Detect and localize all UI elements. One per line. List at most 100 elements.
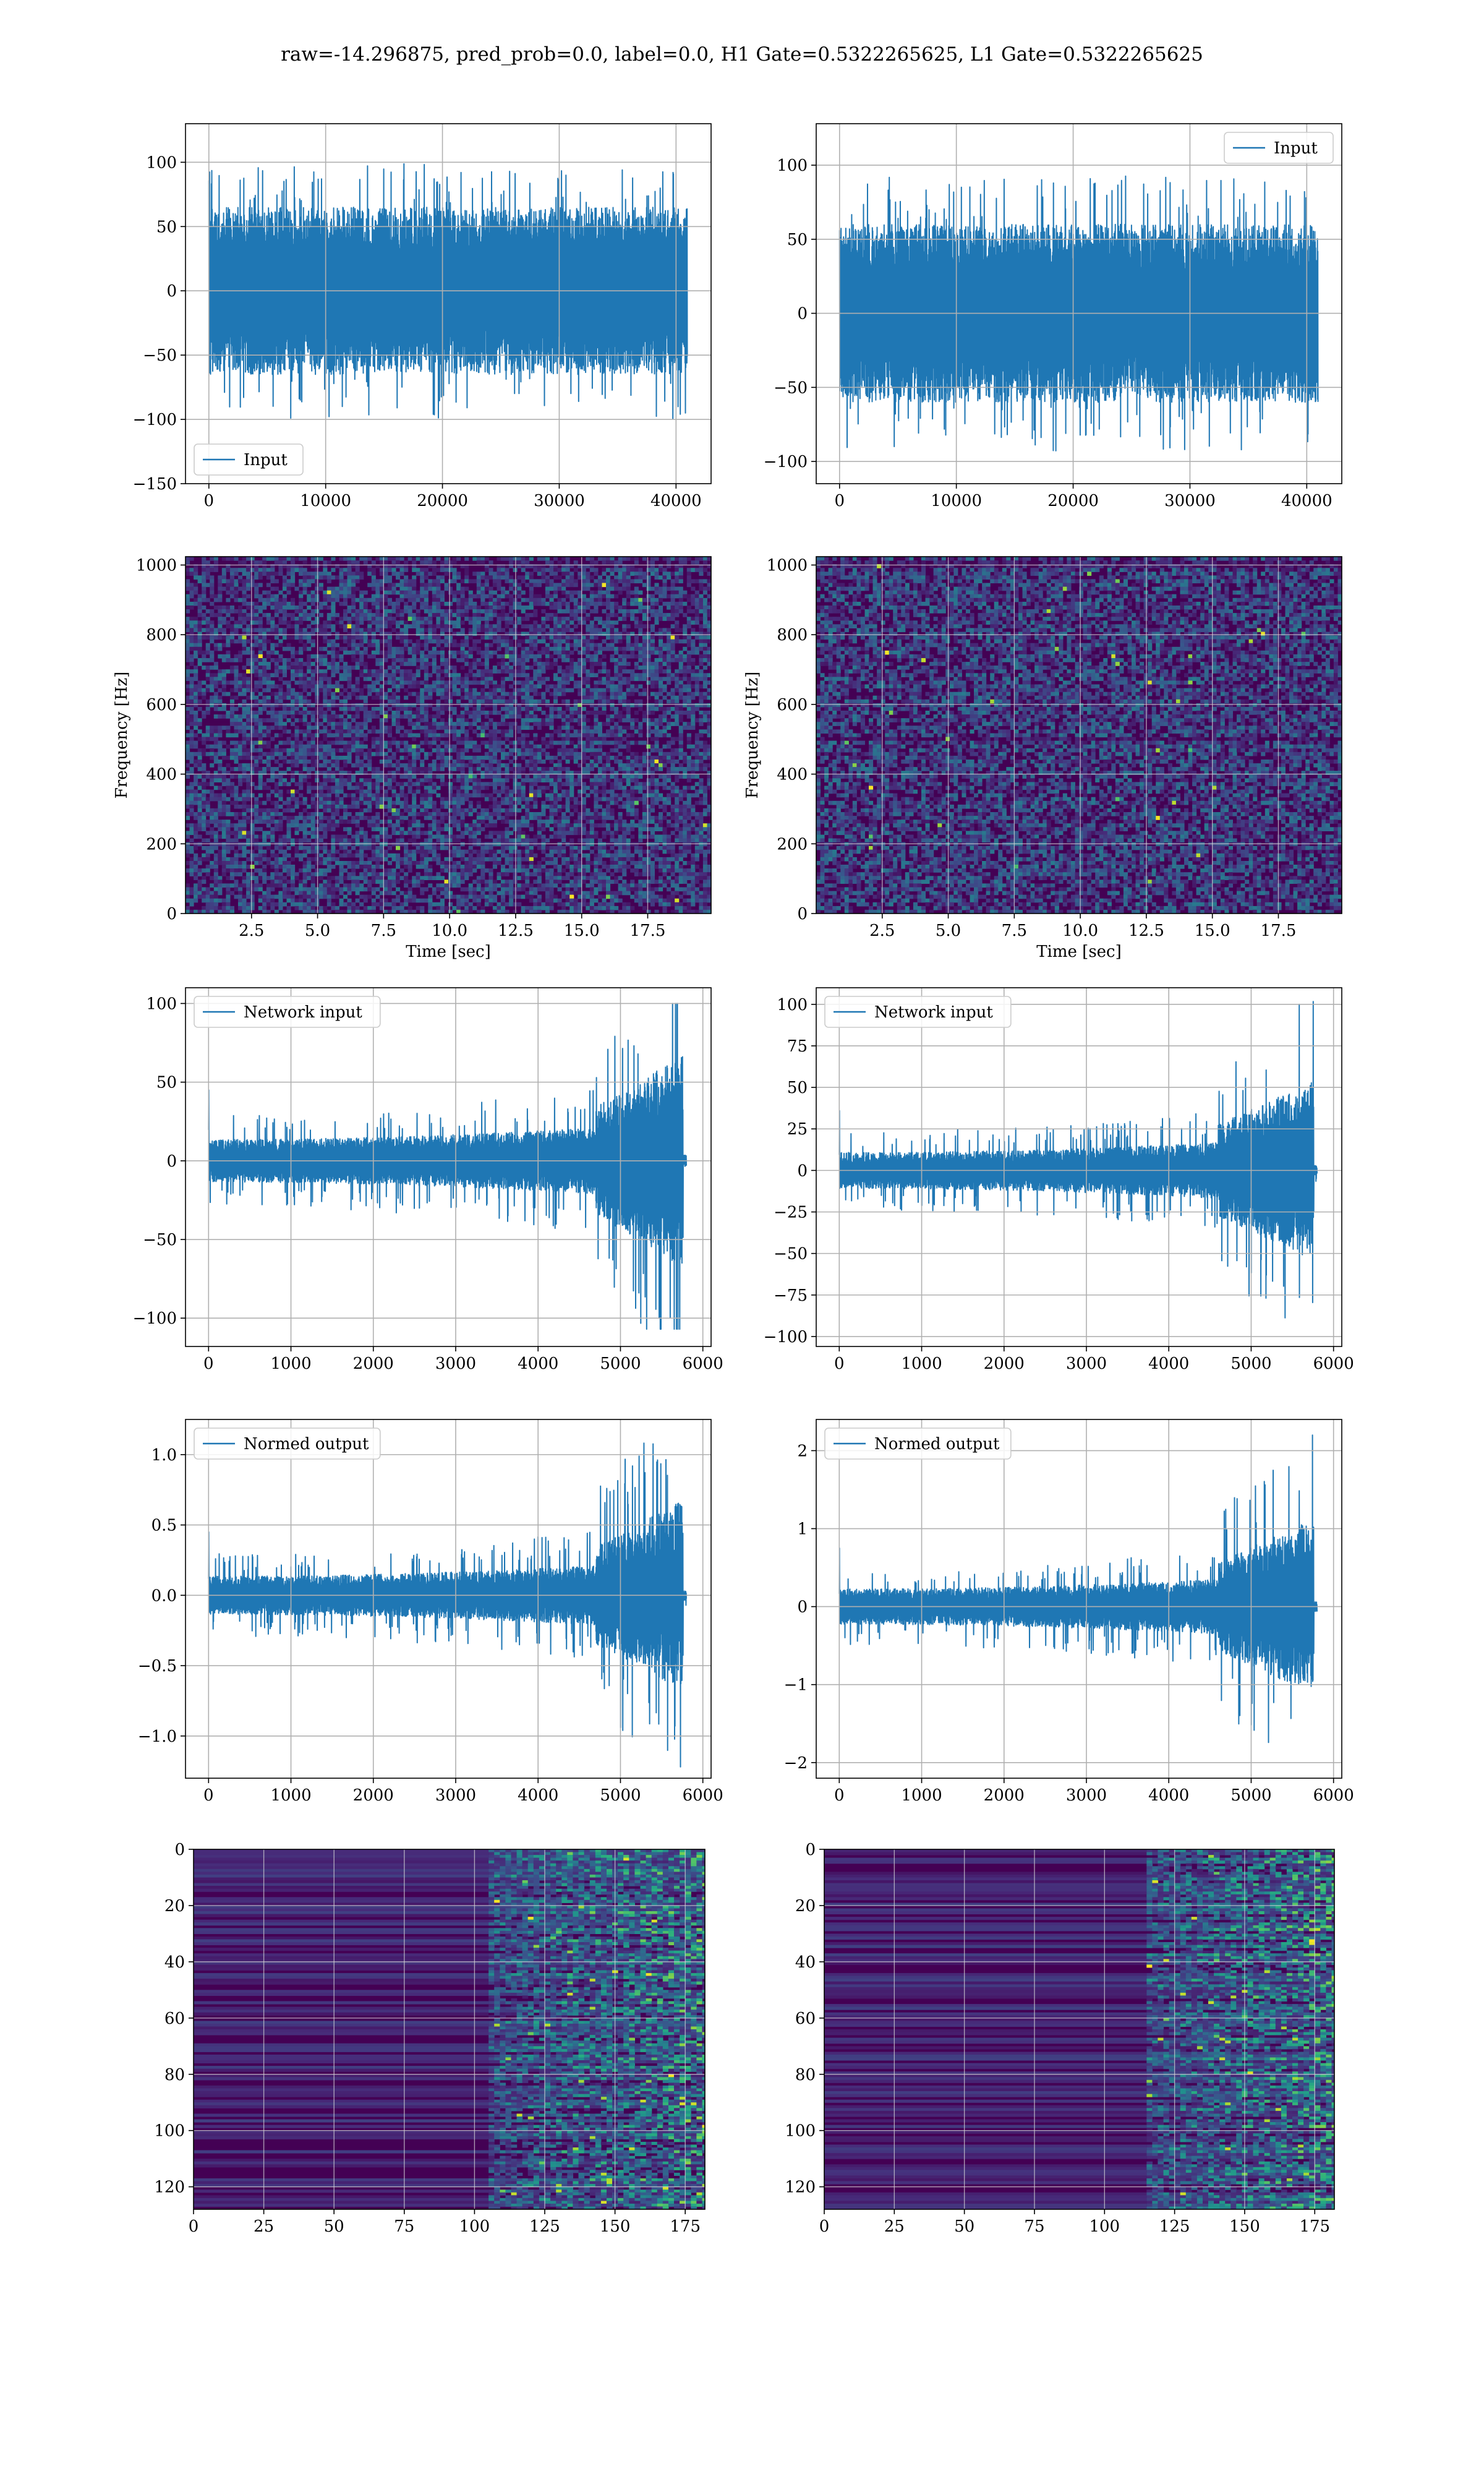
heatmap-cell	[339, 861, 344, 865]
heatmap-cell	[472, 617, 477, 621]
x-tick-label: 0	[835, 492, 845, 510]
heatmap-cell	[347, 755, 352, 760]
heatmap-cell	[383, 617, 388, 621]
heatmap-cell	[416, 624, 420, 628]
heatmap-cell	[468, 606, 473, 610]
heatmap-cell	[234, 767, 239, 771]
heatmap-cell	[210, 909, 215, 914]
heatmap-cell	[412, 789, 417, 794]
heatmap-cell	[351, 606, 356, 610]
heatmap-cell	[407, 684, 412, 689]
heatmap-cell	[468, 831, 473, 836]
heatmap-cell	[282, 691, 287, 696]
heatmap-cell	[343, 677, 348, 682]
heatmap-cell	[456, 797, 461, 802]
heatmap-cell	[318, 834, 323, 839]
heatmap-cell	[194, 891, 198, 896]
heatmap-cell	[432, 849, 437, 854]
heatmap-cell	[472, 849, 477, 854]
heatmap-cell	[186, 849, 190, 854]
heatmap-cell	[339, 703, 344, 708]
heatmap-cell	[476, 853, 481, 858]
heatmap-cell	[299, 590, 304, 595]
heatmap-cell	[436, 691, 441, 696]
heatmap-cell	[221, 579, 226, 584]
heatmap-cell	[326, 691, 331, 696]
heatmap-cell	[387, 804, 392, 809]
heatmap-cell	[299, 557, 304, 561]
heatmap-cell	[205, 820, 210, 824]
heatmap-cell	[339, 699, 344, 704]
heatmap-cell	[258, 755, 263, 760]
heatmap-cell	[428, 812, 433, 816]
heatmap-cell	[326, 880, 331, 884]
heatmap-cell	[326, 894, 331, 899]
heatmap-cell	[197, 760, 202, 764]
heatmap-cell	[221, 831, 226, 836]
heatmap-cell	[367, 865, 372, 869]
heatmap-cell	[391, 778, 396, 782]
heatmap-cell	[468, 740, 473, 745]
heatmap-cell	[213, 606, 218, 610]
heatmap-cell	[407, 677, 412, 682]
heatmap-cell	[456, 760, 461, 764]
heatmap-cell	[282, 880, 287, 884]
heatmap-cell	[213, 564, 218, 568]
heatmap-cell	[310, 834, 315, 839]
heatmap-cell	[440, 677, 445, 682]
heatmap-cell	[286, 624, 291, 628]
heatmap-cell	[331, 891, 336, 896]
heatmap-cell	[310, 816, 315, 820]
heatmap-cell	[420, 568, 425, 572]
heatmap-cell	[480, 624, 485, 628]
heatmap-cell	[262, 733, 267, 738]
heatmap-cell	[270, 628, 275, 633]
heatmap-cell	[302, 868, 307, 873]
heatmap-cell	[404, 797, 409, 802]
heatmap-cell	[383, 673, 388, 677]
heatmap-cell	[359, 609, 364, 614]
heatmap-cell	[250, 857, 255, 862]
heatmap-cell	[246, 804, 251, 809]
heatmap-cell	[375, 586, 380, 591]
heatmap-cell	[387, 617, 392, 621]
heatmap-cell	[484, 823, 489, 828]
heatmap-cell	[282, 729, 287, 734]
heatmap-cell	[440, 834, 445, 839]
heatmap-cell	[412, 557, 417, 561]
heatmap-cell	[274, 609, 279, 614]
heatmap-cell	[189, 583, 194, 588]
heatmap-cell	[323, 755, 328, 760]
heatmap-cell	[242, 691, 247, 696]
heatmap-cell	[197, 624, 202, 628]
heatmap-cell	[407, 606, 412, 610]
heatmap-cell	[407, 650, 412, 655]
heatmap-cell	[375, 643, 380, 648]
heatmap-cell	[278, 726, 283, 730]
heatmap-cell	[460, 684, 465, 689]
heatmap-cell	[274, 782, 279, 787]
heatmap-cell	[399, 868, 404, 873]
heatmap-cell	[484, 767, 489, 771]
heatmap-cell	[299, 857, 304, 862]
heatmap-cell	[234, 571, 239, 576]
heatmap-cell	[460, 909, 465, 914]
heatmap-cell	[436, 673, 441, 677]
heatmap-cell	[197, 808, 202, 813]
heatmap-cell	[218, 834, 223, 839]
heatmap-cell	[246, 557, 251, 561]
heatmap-cell	[464, 902, 469, 907]
heatmap-cell	[226, 778, 231, 782]
heatmap-cell	[302, 748, 307, 753]
heatmap-cell	[270, 718, 275, 722]
heatmap-cell	[387, 797, 392, 802]
heatmap-cell	[460, 737, 465, 742]
heatmap-cell	[234, 718, 239, 722]
heatmap-cell	[213, 834, 218, 839]
heatmap-cell	[387, 695, 392, 700]
heatmap-cell	[472, 774, 477, 779]
heatmap-cell	[238, 905, 243, 910]
heatmap-cell	[412, 880, 417, 884]
heatmap-cell	[299, 800, 304, 805]
